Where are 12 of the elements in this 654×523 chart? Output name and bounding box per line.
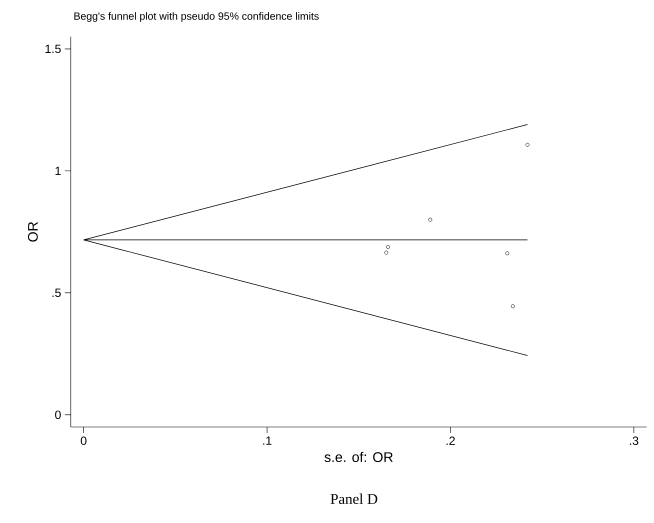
y-tick-label: 1.5 bbox=[46, 44, 61, 54]
y-tick-label: .5 bbox=[52, 288, 61, 297]
y-tick-label: 0 bbox=[55, 410, 61, 420]
x-tick-label: .2 bbox=[446, 436, 455, 445]
x-tick-label: .1 bbox=[263, 436, 272, 445]
x-tick-label: .3 bbox=[630, 436, 638, 445]
x-axis-title: s.e. of: OR bbox=[324, 452, 393, 462]
chart-title: Begg's funnel plot with pseudo 95% confidence limits bbox=[74, 12, 319, 22]
text: Panel D bbox=[330, 494, 378, 504]
y-tick-label: 1 bbox=[56, 166, 61, 175]
y-axis-title: OR bbox=[28, 222, 38, 242]
x-tick-label: 0 bbox=[80, 436, 86, 445]
